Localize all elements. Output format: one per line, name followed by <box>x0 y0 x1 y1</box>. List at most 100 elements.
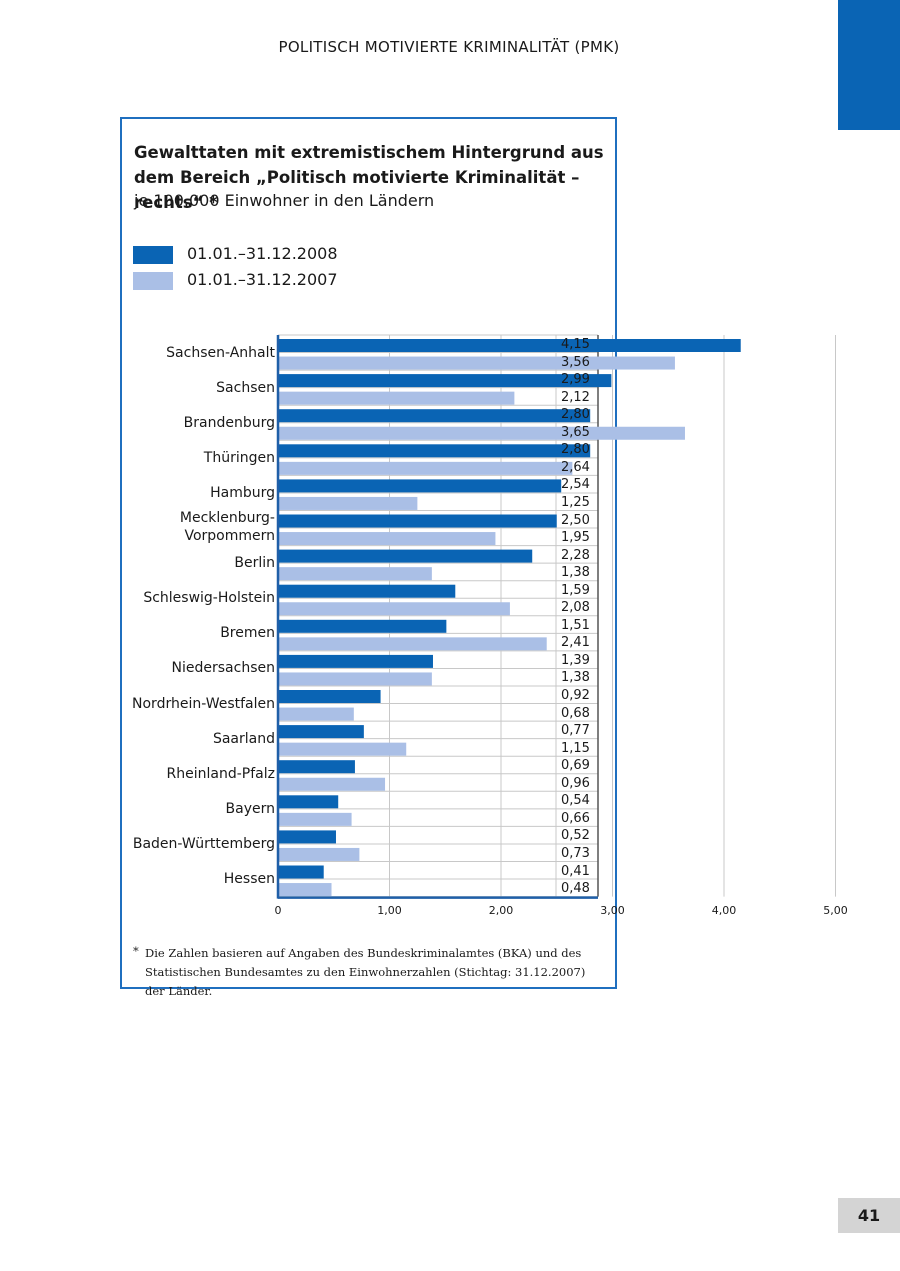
page-number: 41 <box>838 1198 900 1233</box>
bar-2007-5 <box>278 532 496 546</box>
bar-2008-12 <box>278 760 355 774</box>
x-tick-label: 1,00 <box>377 904 402 917</box>
bar-2008-0 <box>278 339 741 352</box>
category-label: Sachsen-Anhalt <box>166 344 275 361</box>
value-label-2007: 2,64 <box>561 459 590 475</box>
category-label: Berlin <box>234 555 275 572</box>
x-tick-label: 5,00 <box>823 904 848 917</box>
bar-2007-4 <box>278 496 418 510</box>
bar-2007-14 <box>278 847 360 861</box>
value-label-2008: 4,15 <box>561 337 590 352</box>
category-label: Sachsen <box>216 379 275 396</box>
bar-2007-9 <box>278 672 432 686</box>
value-label-2008: 0,52 <box>561 828 590 844</box>
value-label-2007: 2,08 <box>561 600 590 616</box>
value-label-2008: 0,77 <box>561 723 590 739</box>
footnote-text: Die Zahlen basieren auf Angaben des Bund… <box>145 946 586 998</box>
value-label-2007: 2,12 <box>561 389 590 405</box>
value-label-2008: 1,39 <box>561 652 590 668</box>
value-label-2007: 3,56 <box>561 354 590 370</box>
chart-subtitle: je 100.000 Einwohner in den Ländern <box>134 191 435 210</box>
chart-frame <box>120 117 617 989</box>
bar-2008-15 <box>278 865 324 879</box>
value-label-2008: 1,59 <box>561 582 590 598</box>
legend-label-2007: 01.01.–31.12.2007 <box>187 270 338 289</box>
footnote: * Die Zahlen basieren auf Angaben des Bu… <box>133 944 608 1001</box>
footnote-marker: * <box>133 944 139 958</box>
bar-2007-8 <box>278 637 547 651</box>
category-label: Vorpommern <box>184 528 275 545</box>
bar-2007-2 <box>278 426 685 440</box>
value-label-2007: 1,38 <box>561 565 590 581</box>
category-label: Mecklenburg- <box>179 510 275 527</box>
bar-2007-12 <box>278 777 386 791</box>
x-tick-label: 4,00 <box>711 904 737 917</box>
bar-2008-2 <box>278 409 591 423</box>
running-header: POLITISCH MOTIVIERTE KRIMINALITÄT (PMK) <box>278 38 620 56</box>
value-label-2008: 0,69 <box>561 758 590 774</box>
category-label: Saarland <box>212 730 275 747</box>
legend-label-2008: 01.01.–31.12.2008 <box>187 244 338 263</box>
value-label-2007: 0,68 <box>561 705 590 721</box>
x-tick-label: 3,00 <box>600 904 625 917</box>
value-label-2007: 0,48 <box>561 881 590 897</box>
value-label-2007: 0,96 <box>561 775 590 791</box>
category-label: Schleswig-Holstein <box>143 590 275 607</box>
value-label-2007: 2,41 <box>561 635 590 651</box>
category-label: Niedersachsen <box>171 660 275 677</box>
value-label-2007: 0,66 <box>561 810 590 826</box>
value-label-2008: 2,80 <box>561 442 590 458</box>
value-label-2008: 2,54 <box>561 477 590 493</box>
bar-2008-6 <box>278 549 533 563</box>
bar-2007-13 <box>278 812 352 826</box>
bar-2008-14 <box>278 830 336 844</box>
bar-2008-11 <box>278 725 364 739</box>
bar-2008-10 <box>278 690 381 703</box>
value-label-2008: 0,41 <box>561 863 590 879</box>
bar-2007-10 <box>278 707 354 721</box>
chart-title: Gewalttaten mit extremistischem Hintergr… <box>134 143 604 212</box>
value-label-2008: 0,54 <box>561 793 590 809</box>
category-label: Hamburg <box>210 484 275 501</box>
value-label-2007: 0,73 <box>561 845 590 861</box>
category-label: Thüringen <box>203 449 275 466</box>
bar-2007-1 <box>278 391 515 405</box>
category-label: Brandenburg <box>183 414 275 431</box>
value-label-2008: 2,80 <box>561 407 590 423</box>
value-label-2008: 0,92 <box>561 688 590 703</box>
value-label-2007: 1,95 <box>561 530 590 546</box>
bar-2008-8 <box>278 619 447 633</box>
x-tick-label: 0 <box>274 904 282 917</box>
category-label: Hessen <box>223 871 275 888</box>
bar-2008-4 <box>278 479 562 493</box>
legend-swatch-2007 <box>133 272 173 290</box>
value-label-2007: 1,15 <box>561 740 590 756</box>
value-label-2008: 2,99 <box>561 372 590 388</box>
bar-2008-1 <box>278 374 612 388</box>
bar-2007-11 <box>278 742 407 756</box>
chapter-tab-marker <box>838 0 900 130</box>
value-label-2008: 1,51 <box>561 617 590 633</box>
category-label: Rheinland-Pfalz <box>166 765 275 782</box>
category-label: Bremen <box>220 625 275 642</box>
bar-2007-3 <box>278 461 573 475</box>
value-label-2008: 2,50 <box>561 512 590 528</box>
value-label-2008: 2,28 <box>561 547 590 563</box>
value-label-2007: 3,65 <box>561 424 590 440</box>
bar-2008-5 <box>278 514 557 528</box>
bar-2008-3 <box>278 444 591 458</box>
value-label-2007: 1,25 <box>561 494 590 510</box>
legend-swatch-2008 <box>133 246 173 264</box>
bar-2008-9 <box>278 654 433 668</box>
bar-2008-7 <box>278 584 456 598</box>
bar-2007-7 <box>278 602 510 616</box>
value-label-2007: 1,38 <box>561 670 590 686</box>
bar-2007-0 <box>278 356 675 370</box>
bar-2007-6 <box>278 567 432 581</box>
bar-2007-15 <box>278 883 332 897</box>
category-label: Baden-Württemberg <box>132 835 275 852</box>
x-tick-label: 2,00 <box>488 904 514 917</box>
category-label: Bayern <box>225 800 275 817</box>
bar-2008-13 <box>278 795 339 809</box>
